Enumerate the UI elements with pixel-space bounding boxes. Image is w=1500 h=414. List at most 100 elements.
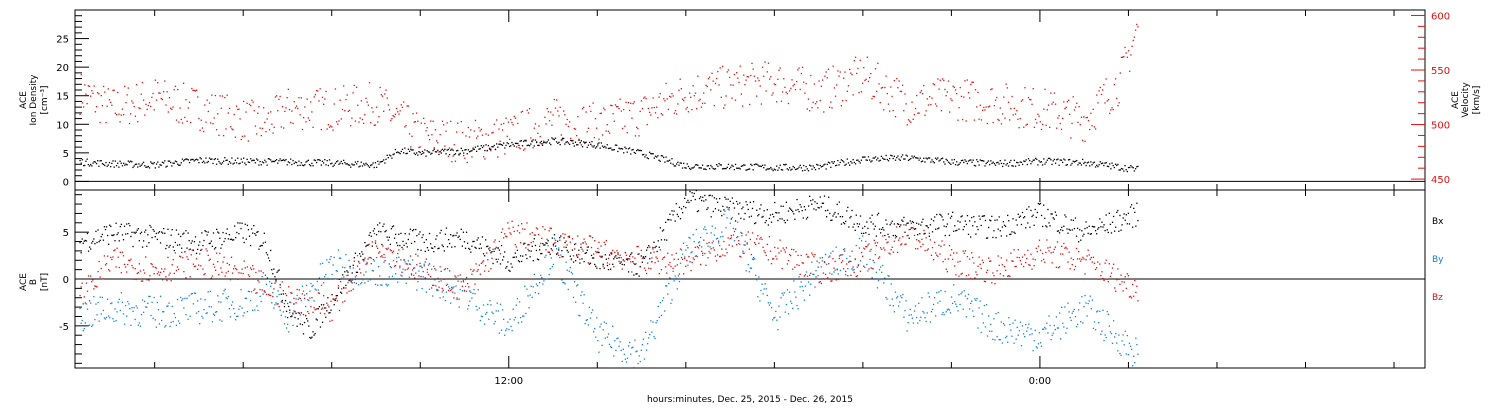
velocity-point bbox=[929, 96, 931, 98]
bz-point bbox=[1092, 256, 1095, 258]
by-point bbox=[1095, 311, 1098, 313]
density-point bbox=[834, 164, 837, 167]
bx-point bbox=[1081, 230, 1083, 232]
bx-point bbox=[1031, 215, 1033, 218]
density-point bbox=[486, 149, 488, 152]
by-point bbox=[130, 324, 132, 327]
density-point bbox=[912, 157, 914, 159]
velocity-point bbox=[264, 121, 266, 123]
bx-point bbox=[921, 221, 923, 223]
by-point bbox=[1051, 334, 1053, 336]
bz-point bbox=[164, 268, 166, 270]
density-point bbox=[825, 168, 827, 170]
velocity-point bbox=[773, 83, 775, 85]
density-point bbox=[1090, 161, 1092, 163]
by-point bbox=[520, 321, 523, 323]
density-point bbox=[1080, 164, 1083, 166]
bx-point bbox=[668, 219, 670, 221]
density-point bbox=[372, 162, 374, 164]
by-point bbox=[1041, 328, 1044, 330]
density-point bbox=[115, 165, 118, 167]
by-point bbox=[267, 278, 270, 280]
bx-point bbox=[932, 220, 935, 222]
bz-point bbox=[1004, 269, 1007, 272]
bx-point bbox=[842, 221, 845, 224]
density-point bbox=[272, 160, 274, 162]
velocity-point bbox=[1124, 46, 1126, 49]
bx-point bbox=[138, 240, 141, 242]
by-point bbox=[384, 256, 386, 259]
bx-point bbox=[307, 320, 309, 322]
velocity-point bbox=[863, 67, 865, 69]
by-point bbox=[842, 248, 845, 251]
by-point bbox=[140, 313, 143, 316]
bx-point bbox=[771, 213, 774, 215]
bx-point bbox=[1137, 219, 1139, 222]
bx-point bbox=[515, 256, 518, 258]
bz-point bbox=[104, 264, 107, 266]
bz-point bbox=[822, 272, 825, 274]
bx-point bbox=[892, 234, 894, 237]
by-point bbox=[292, 324, 294, 327]
velocity-point bbox=[158, 92, 160, 94]
bx-point bbox=[1109, 223, 1112, 226]
bx-point bbox=[187, 232, 189, 234]
bz-point bbox=[572, 255, 575, 257]
velocity-point bbox=[847, 85, 850, 87]
bx-point bbox=[933, 216, 936, 218]
bx-point bbox=[310, 337, 312, 339]
bx-point bbox=[666, 239, 668, 241]
by-point bbox=[91, 325, 93, 328]
by-point bbox=[519, 316, 522, 319]
bx-point bbox=[945, 226, 947, 228]
bx-point bbox=[863, 232, 865, 235]
velocity-point bbox=[181, 122, 184, 124]
velocity-point bbox=[830, 101, 832, 103]
by-point bbox=[697, 242, 700, 244]
bx-point bbox=[1113, 230, 1116, 232]
density-point bbox=[345, 163, 347, 165]
bz-point bbox=[468, 286, 470, 288]
bx-point bbox=[275, 279, 277, 281]
by-point bbox=[531, 296, 533, 299]
by-point bbox=[753, 258, 756, 260]
by-point bbox=[335, 269, 337, 272]
density-point bbox=[471, 150, 473, 152]
density-point bbox=[445, 153, 447, 155]
by-point bbox=[224, 288, 226, 291]
bx-point bbox=[335, 295, 337, 297]
bx-point bbox=[155, 232, 157, 235]
bz-point bbox=[265, 293, 268, 296]
velocity-point bbox=[1099, 86, 1101, 89]
by-point bbox=[726, 217, 728, 219]
bx-point bbox=[329, 312, 331, 314]
density-point bbox=[487, 144, 490, 147]
density-point bbox=[341, 162, 344, 165]
bx-point bbox=[333, 304, 335, 306]
velocity-point bbox=[541, 143, 544, 145]
bx-point bbox=[782, 205, 784, 207]
bz-point bbox=[255, 271, 257, 274]
by-point bbox=[446, 283, 449, 285]
velocity-point bbox=[667, 108, 670, 111]
velocity-point bbox=[859, 59, 861, 61]
bz-point bbox=[217, 260, 219, 263]
density-point bbox=[800, 167, 803, 169]
bx-point bbox=[746, 204, 748, 206]
bz-point bbox=[642, 257, 645, 259]
velocity-point bbox=[606, 124, 608, 126]
bz-point bbox=[447, 289, 450, 292]
bx-point bbox=[570, 258, 573, 260]
density-point bbox=[568, 143, 571, 146]
bz-point bbox=[925, 237, 927, 239]
bz-point bbox=[866, 245, 868, 248]
bz-point bbox=[724, 255, 726, 257]
bz-point bbox=[411, 269, 414, 271]
density-point bbox=[221, 162, 224, 164]
bx-point bbox=[972, 225, 974, 227]
by-point bbox=[118, 298, 120, 300]
velocity-point bbox=[1057, 117, 1059, 119]
density-point bbox=[883, 158, 885, 160]
bx-point bbox=[878, 228, 881, 230]
bz-point bbox=[426, 268, 429, 271]
